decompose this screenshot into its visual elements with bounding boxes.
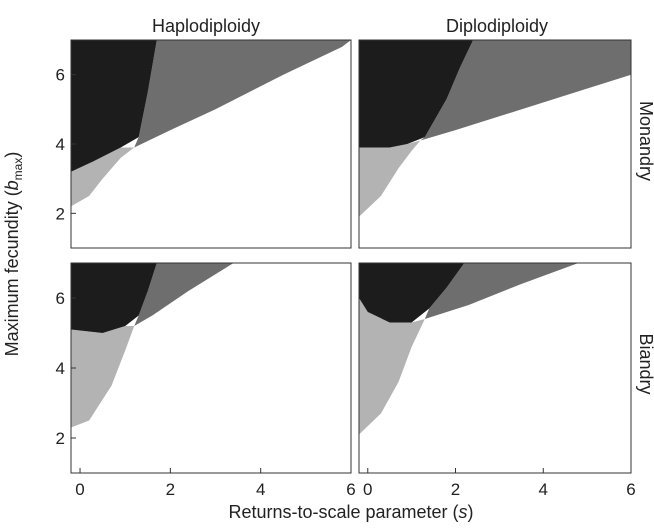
light-gray-region: [71, 147, 135, 207]
y-axis-label: Maximum fecundity (bmax): [2, 152, 25, 357]
y-tick-label: 6: [56, 289, 65, 308]
x-tick-label: 4: [539, 480, 548, 499]
black-region: [359, 263, 465, 323]
x-tick-label: 4: [256, 480, 265, 499]
dark-gray-region: [134, 40, 351, 148]
black-region: [71, 263, 157, 333]
x-tick-label: 0: [75, 480, 84, 499]
column-title-diplodiploidy: Diplodiploidy: [446, 16, 548, 36]
x-tick-label: 6: [346, 480, 355, 499]
x-tick-label: 2: [451, 480, 460, 499]
y-tick-label: 6: [56, 66, 65, 85]
panel-diplodiploidy-biandry: 0 2 4 6: [358, 262, 636, 499]
light-gray-region: [71, 326, 135, 428]
column-title-haplodiploidy: Haplodiploidy: [152, 16, 260, 36]
light-gray-region: [359, 140, 421, 217]
y-tick-label: 4: [56, 359, 65, 378]
dark-gray-region: [424, 263, 579, 319]
x-tick-label: 6: [626, 480, 635, 499]
y-tick-label: 2: [56, 204, 65, 223]
row-title-biandry: Biandry: [636, 333, 654, 394]
black-region: [359, 40, 474, 148]
x-axis-label: Returns-to-scale parameter (s): [228, 502, 473, 522]
panel-haplodiploidy-biandry: 2 4 6 0 2 4 6: [56, 262, 356, 499]
panel-diplodiploidy-monandry: [358, 39, 632, 249]
panel-haplodiploidy-monandry: 2 4 6: [56, 39, 352, 249]
row-title-monandry: Monandry: [636, 101, 654, 181]
panel-frame: [358, 262, 632, 474]
black-region: [71, 40, 157, 172]
x-tick-label: 2: [166, 480, 175, 499]
y-tick-label: 4: [56, 135, 65, 154]
dark-gray-region: [420, 40, 631, 141]
x-tick-label: 0: [363, 480, 372, 499]
panel-frame: [358, 39, 632, 249]
y-tick-label: 2: [56, 429, 65, 448]
light-gray-region: [359, 298, 425, 435]
dark-gray-region: [134, 263, 234, 326]
